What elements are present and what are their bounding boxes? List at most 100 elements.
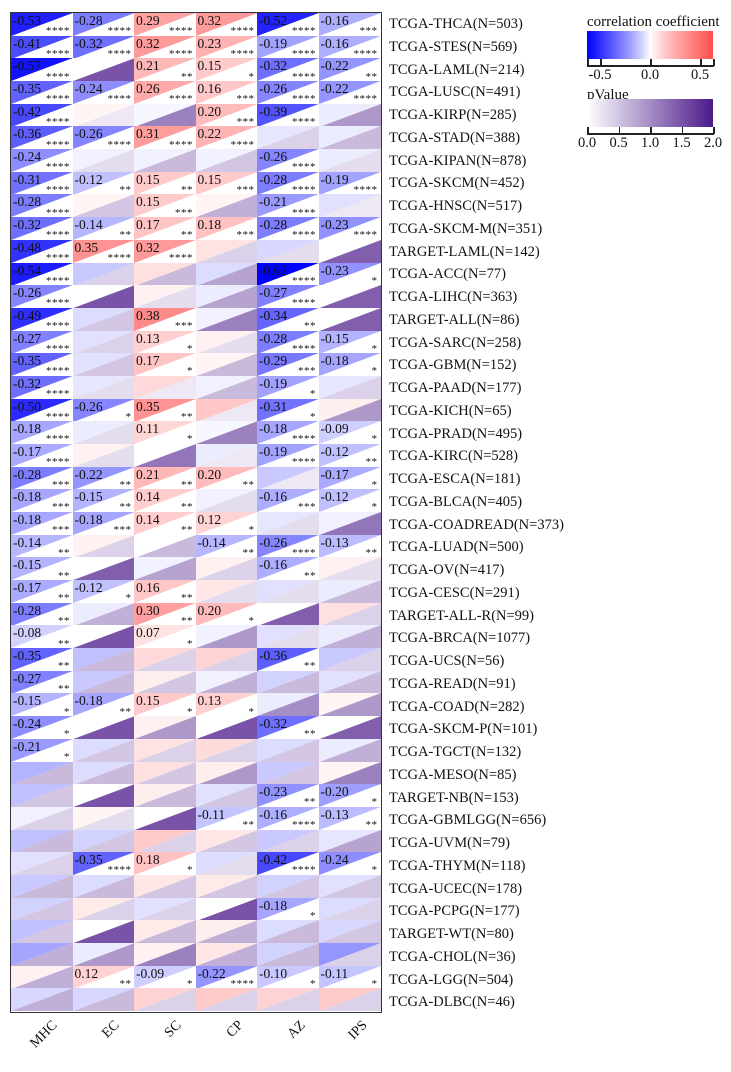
cell-triangles: [134, 375, 196, 400]
tick-label: 0.0: [577, 135, 597, 151]
cell-triangles: [134, 829, 196, 853]
heatmap-cell: -0.24 ****: [11, 149, 73, 173]
cell-correlation-value: -0.35: [13, 353, 42, 369]
cell-significance-stars: ****: [292, 229, 316, 241]
cell-correlation-value: -0.29: [259, 353, 288, 369]
row-label: TCGA-PAAD(N=177): [389, 380, 522, 396]
heatmap-row: [11, 942, 381, 967]
cell-correlation-value: 0.20: [197, 602, 222, 618]
cell-significance-stars: *: [371, 274, 378, 286]
row-label: TCGA-ACC(N=77): [389, 266, 506, 283]
cell-significance-stars: *: [310, 909, 316, 921]
cell-triangles: [257, 149, 319, 173]
row-label: TCGA-LUAD(N=500): [389, 539, 524, 556]
cell-triangles: [134, 693, 196, 717]
heatmap-row: -0.41 **** -0.32 **** 0.32 **** 0.23 **** -0.19 *…: [11, 35, 381, 59]
cell-significance-stars: *: [248, 70, 255, 82]
cell-significance-stars: *: [248, 614, 255, 626]
cell-significance-stars: *: [371, 796, 378, 808]
cell-correlation-value: -0.11: [320, 965, 349, 981]
cell-triangles: [72, 149, 135, 173]
cell-triangles: [134, 398, 196, 422]
cell-triangles: [195, 512, 258, 536]
cell-triangles: [257, 171, 319, 195]
heatmap-cell: -0.12 *: [72, 580, 135, 604]
heatmap-row: -0.23 ** -0.20 *: [11, 784, 381, 808]
cell-correlation-value: 0.17: [136, 217, 160, 233]
cell-triangles: [11, 920, 73, 944]
cell-triangles: [318, 489, 381, 513]
cell-triangles: [72, 874, 135, 899]
cell-significance-stars: **: [119, 705, 132, 717]
row-label: TCGA-BRCA(N=1077): [389, 630, 531, 647]
cell-triangles: [257, 829, 319, 853]
cell-significance-stars: ****: [292, 456, 316, 468]
heatmap-cell: -0.22 ****: [195, 965, 258, 989]
tick-label: 2.0: [703, 135, 723, 151]
cell-correlation-value: -0.35: [13, 81, 42, 97]
heatmap-cell: [257, 738, 319, 762]
cell-correlation-value: -0.15: [13, 557, 42, 573]
cell-significance-stars: ****: [107, 864, 132, 876]
heatmap-cell: [72, 874, 135, 899]
heatmap-cell: -0.15 **: [72, 489, 135, 513]
heatmap-cell: [195, 580, 258, 604]
cell-significance-stars: **: [181, 592, 193, 604]
cell-triangles: [318, 806, 381, 831]
cell-significance-stars: ****: [107, 47, 132, 59]
cell-triangles: [72, 239, 135, 263]
cell-triangles: [318, 171, 381, 195]
cell-triangles: [72, 171, 135, 195]
cell-triangles: [72, 375, 135, 400]
cell-correlation-value: 0.13: [197, 693, 222, 709]
cell-correlation-value: -0.23: [320, 262, 349, 278]
heatmap-cell: [72, 988, 135, 1012]
cell-significance-stars: *: [371, 864, 378, 876]
heatmap-cell: -0.12 **: [72, 171, 135, 195]
cell-triangles: [195, 874, 258, 899]
cell-significance-stars: ****: [46, 410, 70, 422]
cell-significance-stars: ***: [236, 93, 255, 105]
row-label: TCGA-SKCM-M(N=351): [389, 220, 543, 237]
cell-significance-stars: ****: [353, 183, 378, 195]
heatmap-row: [11, 988, 381, 1012]
cell-triangles: [11, 897, 73, 921]
cell-triangles: [195, 965, 258, 989]
heatmap-cell: [257, 693, 319, 717]
cell-correlation-value: 0.15: [197, 58, 222, 74]
heatmap-cell: 0.26 ****: [134, 81, 196, 105]
heatmap-cell: [11, 897, 73, 921]
cell-significance-stars: **: [58, 569, 70, 581]
heatmap-cell: [195, 239, 258, 263]
cell-triangles: [11, 874, 73, 899]
cell-triangles: [11, 103, 73, 127]
cell-triangles: [195, 693, 258, 717]
cell-correlation-value: 0.29: [136, 13, 160, 28]
heatmap-cell: -0.18 ****: [11, 421, 73, 445]
heatmap-cell: [318, 375, 381, 400]
cell-significance-stars: ***: [113, 524, 132, 536]
cell-triangles: [318, 988, 381, 1012]
heatmap-cell: -0.14 **: [72, 217, 135, 241]
heatmap-cell: 0.13 *: [195, 693, 258, 717]
cell-correlation-value: 0.35: [136, 398, 160, 414]
row-label: TARGET-ALL-R(N=99): [389, 607, 535, 624]
cell-correlation-value: 0.16: [197, 81, 222, 97]
heatmap-cell: [318, 716, 381, 740]
heatmap-cell: [195, 330, 258, 354]
tick-mark: [681, 127, 683, 134]
heatmap-cell: -0.24 ****: [72, 81, 135, 105]
row-label: TCGA-READ(N=91): [389, 675, 516, 692]
cell-significance-stars: **: [119, 229, 132, 241]
heatmap-cell: -0.35 ****: [11, 353, 73, 377]
cell-correlation-value: -0.15: [13, 693, 42, 709]
heatmap-cell: -0.18 ***: [11, 512, 73, 536]
cell-correlation-value: -0.18: [13, 489, 42, 505]
cell-correlation-value: -0.35: [13, 648, 42, 664]
heatmap-cell: -0.52 ****: [257, 13, 319, 37]
cell-triangles: [11, 489, 73, 513]
heatmap-cell: [318, 648, 381, 672]
cell-triangles: [134, 580, 196, 604]
cell-triangles: [72, 557, 135, 581]
cell-correlation-value: -0.18: [74, 693, 103, 709]
